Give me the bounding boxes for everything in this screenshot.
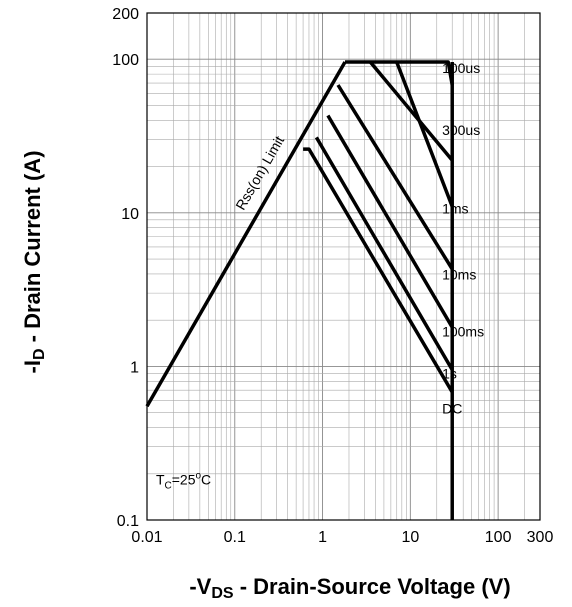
annotation-end: C <box>201 472 211 488</box>
curve-label-100us: 100us <box>442 60 480 76</box>
x-tick-label: 1 <box>318 529 327 546</box>
annotation-sub: C <box>165 481 172 492</box>
x-tick-label: 100 <box>485 529 512 546</box>
annotation-rest: =25 <box>172 472 196 488</box>
y-tick-label: 1 <box>130 359 139 376</box>
y-axis-title: -ID - Drain Current (A) <box>20 150 48 373</box>
x-axis-title: -VDS - Drain-Source Voltage (V) <box>189 574 510 602</box>
y-tick-label: 10 <box>121 206 139 223</box>
curve-label-1ms: 1ms <box>442 200 468 216</box>
y-tick-label: 100 <box>112 52 139 69</box>
x-tick-label: 10 <box>401 529 419 546</box>
y-tick-label: 200 <box>112 6 139 23</box>
curve-label-300us: 300us <box>442 122 480 138</box>
y-tick-label: 0.1 <box>117 513 139 530</box>
x-tick-label: 0.01 <box>131 529 162 546</box>
curve-label-100ms: 100ms <box>442 324 484 340</box>
curve-label-10ms: 10ms <box>442 266 476 282</box>
curve-label-1s: 1s <box>442 366 457 382</box>
x-tick-label: 0.1 <box>224 529 246 546</box>
x-tick-label: 300 <box>527 529 554 546</box>
curve-label-DC: DC <box>442 401 462 417</box>
